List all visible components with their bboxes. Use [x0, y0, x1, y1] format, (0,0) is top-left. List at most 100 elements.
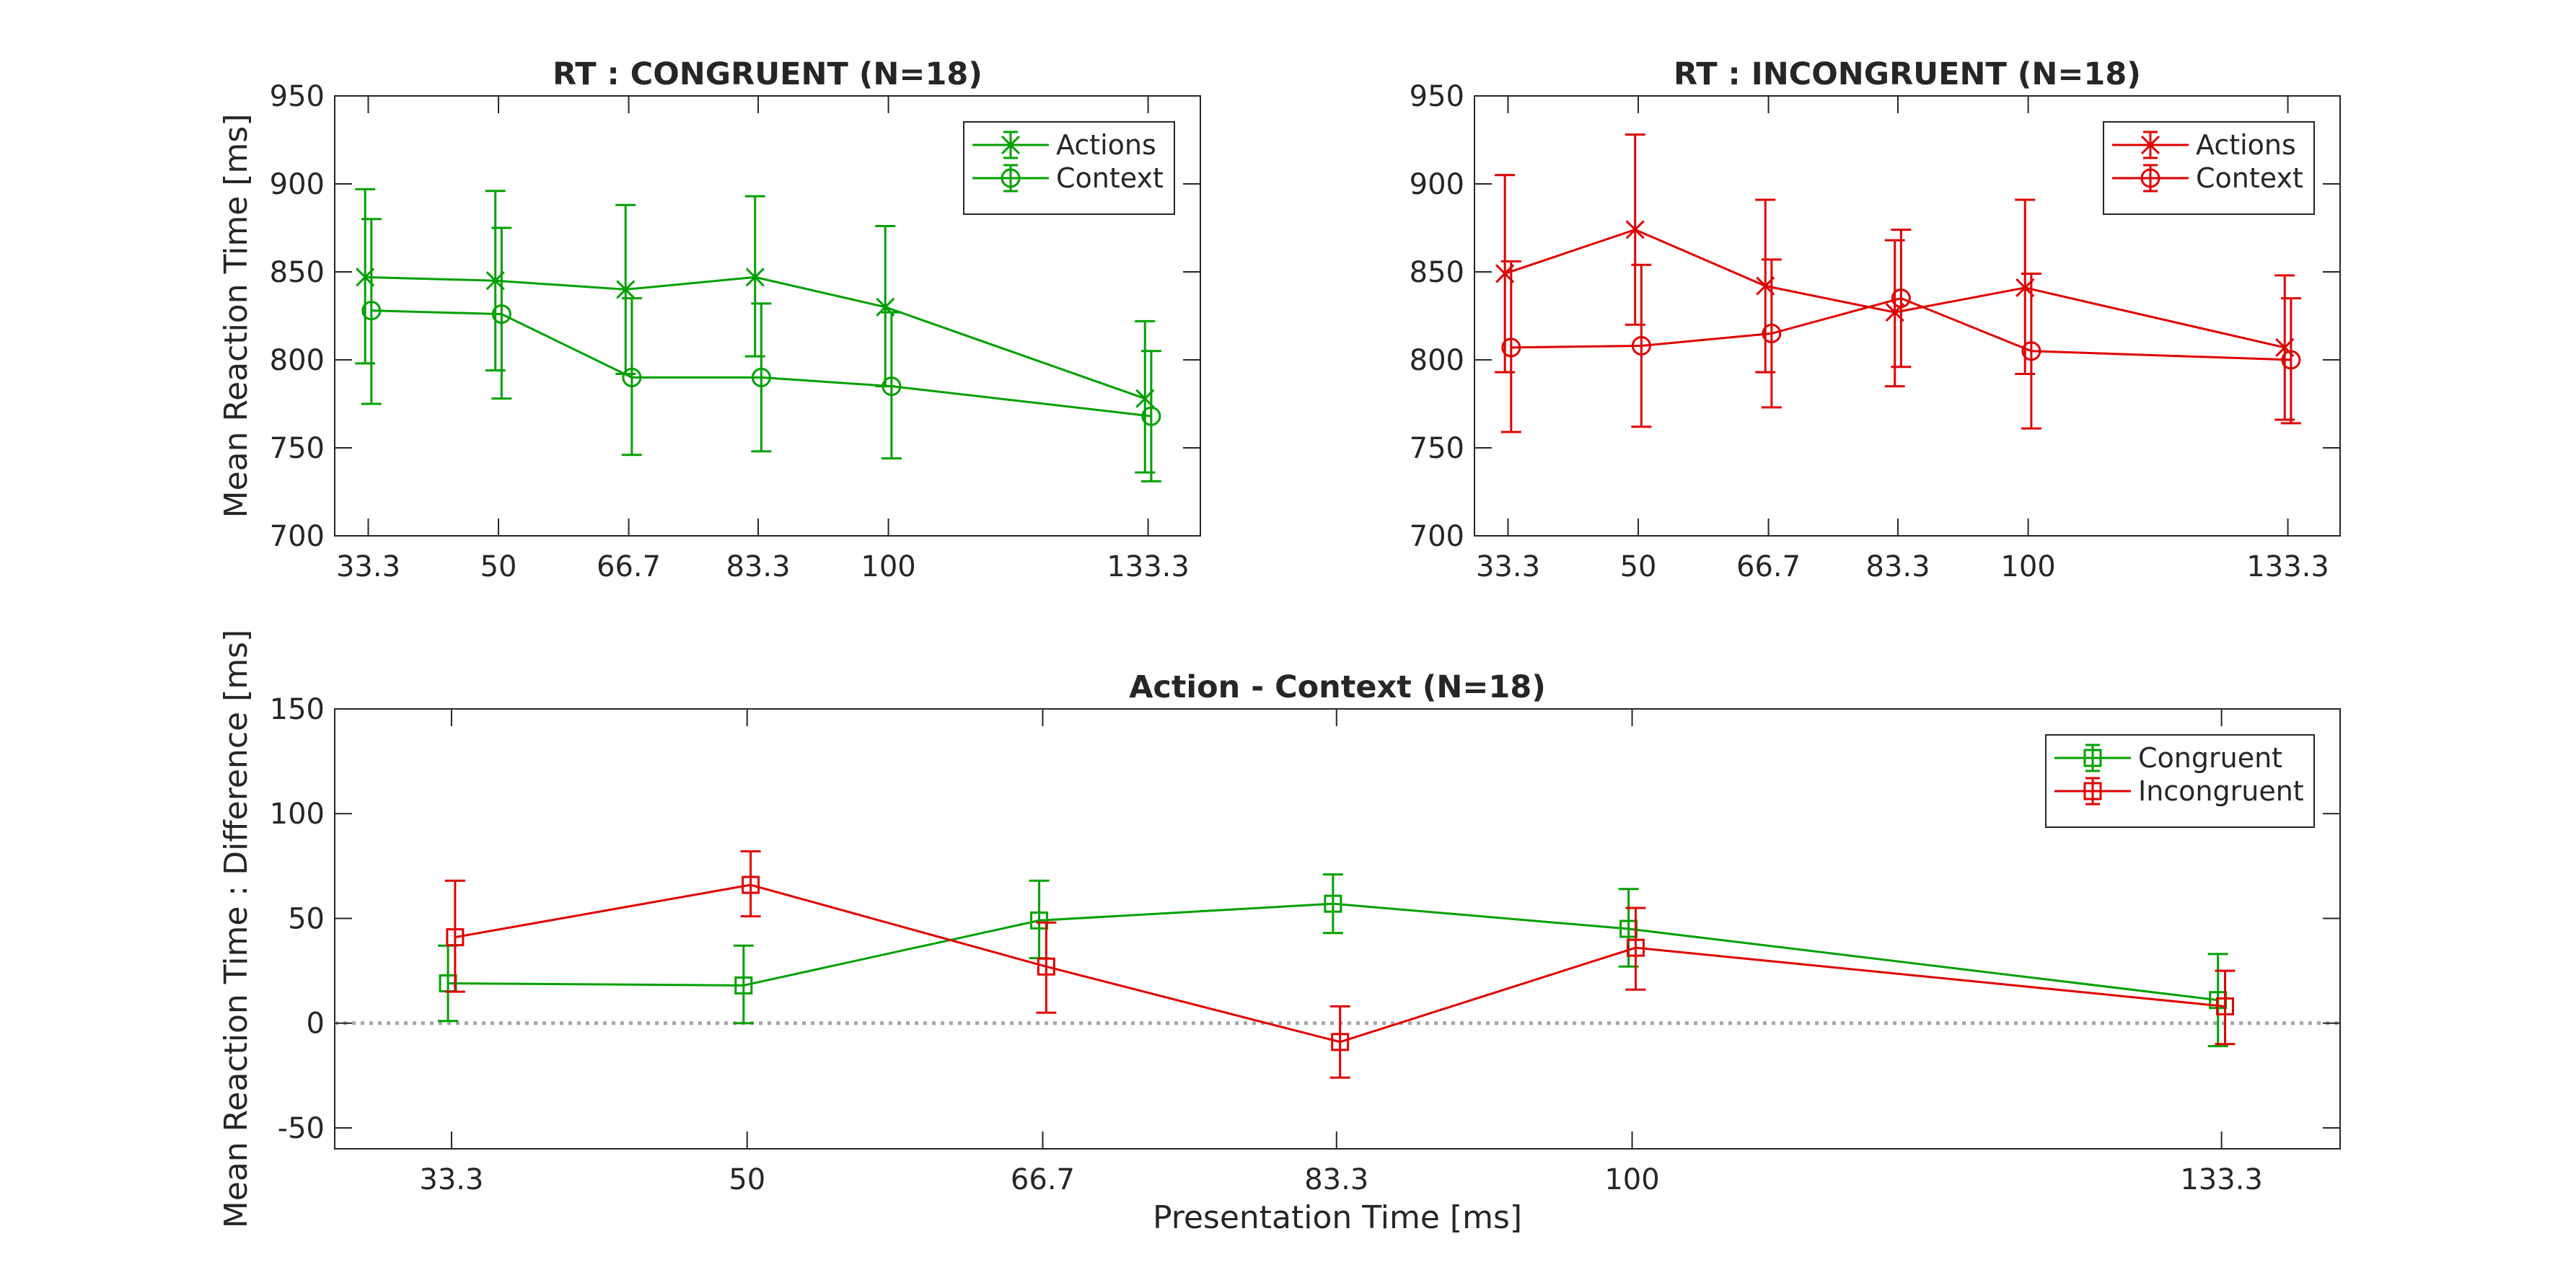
error-bar	[733, 944, 754, 1025]
y-tick-label: -50	[278, 1112, 325, 1145]
data-point	[1501, 338, 1521, 358]
y-tick-label: 800	[270, 344, 325, 377]
chart-difference: -50 0 50 100 150 33.3 50 66.7 83.3 100 133.3 Action…	[218, 630, 2341, 1236]
series-line	[371, 309, 1152, 418]
x-tick-label: 100	[861, 550, 915, 583]
series-line	[1504, 228, 2285, 349]
series-context	[361, 218, 1161, 482]
y-axis-label: Mean Reaction Time : Difference [ms]	[218, 630, 255, 1228]
data-point	[446, 928, 465, 947]
data-point	[1631, 335, 1651, 356]
data-point	[751, 367, 771, 387]
error-bar	[1140, 350, 1161, 482]
error-bar	[1625, 907, 1646, 991]
y-tick-label: 750	[1410, 432, 1464, 465]
error-bar	[1322, 873, 1343, 935]
legend-label: Actions	[2196, 129, 2296, 161]
chart-title: RT : CONGRUENT (N=18)	[553, 56, 983, 92]
legend-label: Incongruent	[2138, 775, 2304, 807]
y-tick-label: 700	[1410, 520, 1464, 553]
legend-marker	[1001, 168, 1021, 188]
legend-entry: Actions	[2112, 129, 2296, 161]
plot-area	[334, 708, 2341, 1150]
legend-box	[2103, 121, 2315, 215]
data-point	[1030, 911, 1049, 930]
y-tick-label: 900	[270, 168, 325, 201]
chart-title: Action - Context (N=18)	[1129, 669, 1546, 705]
x-tick-label: 100	[2000, 550, 2055, 583]
x-tick-label: 66.7	[1736, 550, 1801, 583]
legend-entry: Context	[972, 162, 1164, 194]
y-tick-label: 700	[270, 520, 325, 553]
series-incongruent	[444, 850, 2236, 1079]
y-tick-label: 800	[1410, 344, 1464, 377]
x-tick-label: 50	[729, 1163, 765, 1196]
x-tick-label: 33.3	[419, 1163, 483, 1196]
error-bar	[1329, 1005, 1350, 1079]
x-tick-label: 100	[1604, 1163, 1659, 1196]
y-tick-label: 850	[1410, 256, 1464, 289]
data-point	[622, 367, 642, 387]
chart-congruent: 700 750 800 850 900 950 33.3 50 66.7 83.3 100 133.3…	[218, 56, 1201, 583]
series-congruent	[438, 873, 2228, 1048]
legend-marker	[2083, 782, 2102, 800]
series-line	[454, 883, 2225, 1044]
error-bar	[491, 226, 512, 400]
error-bar	[1500, 260, 1521, 433]
error-bar	[1631, 263, 1652, 428]
error-bar	[1891, 228, 1912, 369]
series-line	[448, 902, 2218, 1002]
y-tick-label: 850	[270, 256, 325, 289]
legend-marker	[2083, 749, 2102, 767]
x-axis-label: Presentation Time [ms]	[1153, 1199, 1522, 1236]
data-point	[491, 304, 511, 325]
legend-entry: Congruent	[2054, 742, 2282, 774]
error-bar	[2021, 272, 2041, 430]
x-tick-label: 133.3	[2246, 550, 2329, 583]
y-tick-label: 750	[270, 432, 325, 465]
data-point	[1626, 938, 1645, 957]
legend-box	[963, 121, 1175, 215]
x-tick-label: 66.7	[597, 550, 661, 583]
error-bar	[740, 850, 761, 918]
x-tick-label: 33.3	[1476, 550, 1540, 583]
x-tick-label: 133.3	[1107, 550, 1190, 583]
error-bar	[2280, 297, 2301, 425]
legend-entry: Actions	[972, 129, 1156, 161]
error-bar	[1036, 921, 1057, 1014]
legend-entry: Context	[2112, 162, 2303, 194]
y-tick-label: 50	[288, 902, 325, 935]
x-tick-label: 133.3	[2180, 1163, 2263, 1196]
data-point	[2281, 350, 2301, 370]
series-line	[365, 275, 1146, 400]
x-tick-label: 83.3	[1865, 550, 1930, 583]
error-bar	[444, 879, 465, 993]
error-bar	[881, 311, 902, 460]
chart-incongruent: 700 750 800 850 900 950 33.3 50 66.7 83.3 100 133.3…	[1410, 56, 2341, 583]
x-tick-label: 83.3	[1304, 1163, 1368, 1196]
data-point	[1324, 894, 1342, 913]
legend-label: Congruent	[2138, 742, 2282, 774]
data-point	[1037, 957, 1055, 976]
y-tick-label: 0	[307, 1007, 325, 1041]
error-bar	[2215, 969, 2236, 1046]
data-point	[1891, 288, 1911, 309]
y-tick-label: 100	[270, 798, 325, 831]
y-tick-label: 150	[270, 693, 325, 726]
legend-label: Context	[1056, 162, 1164, 194]
data-point	[2021, 341, 2041, 361]
error-bar	[361, 218, 382, 405]
x-tick-label: 50	[1620, 550, 1657, 583]
data-point	[734, 976, 753, 994]
y-axis-label: Mean Reaction Time [ms]	[218, 114, 255, 519]
x-tick-label: 50	[480, 550, 517, 583]
data-point	[1141, 406, 1161, 426]
legend-marker	[2140, 135, 2160, 155]
data-point	[1625, 220, 1645, 239]
series-line	[1511, 297, 2291, 361]
error-bar	[621, 297, 642, 456]
